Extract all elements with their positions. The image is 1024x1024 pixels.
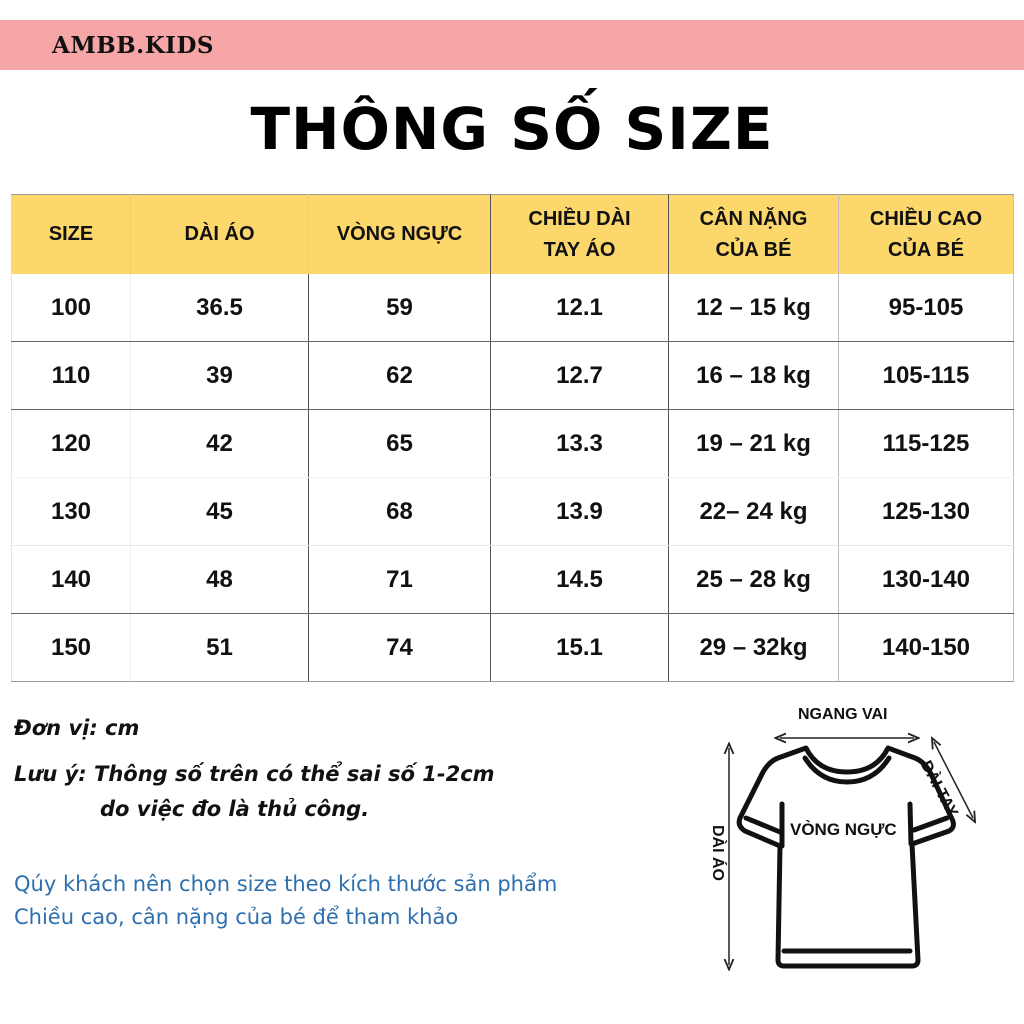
cell-tay-ao: 13.3 xyxy=(490,409,669,478)
unit-note: Đơn vị: cm xyxy=(14,716,140,740)
cell-size: 120 xyxy=(11,409,131,478)
cell-can-nang: 22– 24 kg xyxy=(668,477,839,546)
tshirt-icon xyxy=(690,690,1024,980)
cell-dai-ao: 48 xyxy=(130,545,309,614)
header-size: SIZE xyxy=(11,194,131,274)
cell-can-nang: 16 – 18 kg xyxy=(668,341,839,410)
cell-dai-ao: 51 xyxy=(130,613,309,682)
warning-note-continued: do việc đo là thủ công. xyxy=(100,797,370,821)
advice-text-line-2: Chiều cao, cân nặng của bé để tham khảo xyxy=(14,905,459,929)
cell-vong-nguc: 68 xyxy=(308,477,491,546)
cell-dai-ao: 39 xyxy=(130,341,309,410)
cell-tay-ao: 12.1 xyxy=(490,274,669,342)
header-chieu-dai-tay-ao: CHIỀU DÀI TAY ÁO xyxy=(490,194,669,274)
cell-can-nang: 12 – 15 kg xyxy=(668,274,839,342)
table-row: 140 48 71 14.5 25 – 28 kg 130-140 xyxy=(11,545,1014,614)
brand-header-bar: AMBB.KIDS xyxy=(0,20,1024,70)
cell-vong-nguc: 65 xyxy=(308,409,491,478)
header-can-nang: CÂN NẶNG CỦA BÉ xyxy=(668,194,839,274)
advice-text-line-1: Qúy khách nên chọn size theo kích thước … xyxy=(14,872,558,896)
table-row: 120 42 65 13.3 19 – 21 kg 115-125 xyxy=(11,409,1014,478)
cell-tay-ao: 14.5 xyxy=(490,545,669,614)
cell-tay-ao: 13.9 xyxy=(490,477,669,546)
header-vong-nguc: VÒNG NGỰC xyxy=(308,194,491,274)
cell-vong-nguc: 71 xyxy=(308,545,491,614)
table-row: 110 39 62 12.7 16 – 18 kg 105-115 xyxy=(11,341,1014,410)
warning-note: Lưu ý: Thông số trên có thể sai số 1-2cm xyxy=(14,762,495,786)
cell-tay-ao: 15.1 xyxy=(490,613,669,682)
brand-name: AMBB.KIDS xyxy=(52,32,214,59)
measurement-diagram: NGANG VAI DÀI TAY VÒNG NGỰC DÀI ÁO xyxy=(690,690,1024,980)
table-header-row: SIZE DÀI ÁO VÒNG NGỰC CHIỀU DÀI TAY ÁO CÂ… xyxy=(11,194,1014,274)
table-row: 100 36.5 59 12.1 12 – 15 kg 95-105 xyxy=(11,274,1014,342)
table-row: 150 51 74 15.1 29 – 32kg 140-150 xyxy=(11,613,1014,682)
table-row: 130 45 68 13.9 22– 24 kg 125-130 xyxy=(11,477,1014,546)
cell-can-nang: 19 – 21 kg xyxy=(668,409,839,478)
cell-size: 130 xyxy=(11,477,131,546)
cell-chieu-cao: 105-115 xyxy=(838,341,1014,410)
cell-chieu-cao: 140-150 xyxy=(838,613,1014,682)
cell-tay-ao: 12.7 xyxy=(490,341,669,410)
page-title: THÔNG SỐ SIZE xyxy=(250,95,774,163)
cell-dai-ao: 36.5 xyxy=(130,274,309,342)
shoulder-label: NGANG VAI xyxy=(798,706,888,723)
cell-size: 150 xyxy=(11,613,131,682)
size-chart-table: SIZE DÀI ÁO VÒNG NGỰC CHIỀU DÀI TAY ÁO CÂ… xyxy=(11,194,1014,682)
cell-can-nang: 29 – 32kg xyxy=(668,613,839,682)
shirt-length-label: DÀI ÁO xyxy=(709,825,726,881)
cell-size: 100 xyxy=(11,274,131,342)
cell-chieu-cao: 130-140 xyxy=(838,545,1014,614)
header-dai-ao: DÀI ÁO xyxy=(130,194,309,274)
cell-size: 140 xyxy=(11,545,131,614)
cell-vong-nguc: 74 xyxy=(308,613,491,682)
cell-vong-nguc: 59 xyxy=(308,274,491,342)
cell-dai-ao: 45 xyxy=(130,477,309,546)
cell-can-nang: 25 – 28 kg xyxy=(668,545,839,614)
header-chieu-cao: CHIỀU CAO CỦA BÉ xyxy=(838,194,1014,274)
cell-dai-ao: 42 xyxy=(130,409,309,478)
chest-label: VÒNG NGỰC xyxy=(790,820,897,839)
cell-vong-nguc: 62 xyxy=(308,341,491,410)
cell-chieu-cao: 115-125 xyxy=(838,409,1014,478)
cell-chieu-cao: 95-105 xyxy=(838,274,1014,342)
cell-size: 110 xyxy=(11,341,131,410)
cell-chieu-cao: 125-130 xyxy=(838,477,1014,546)
